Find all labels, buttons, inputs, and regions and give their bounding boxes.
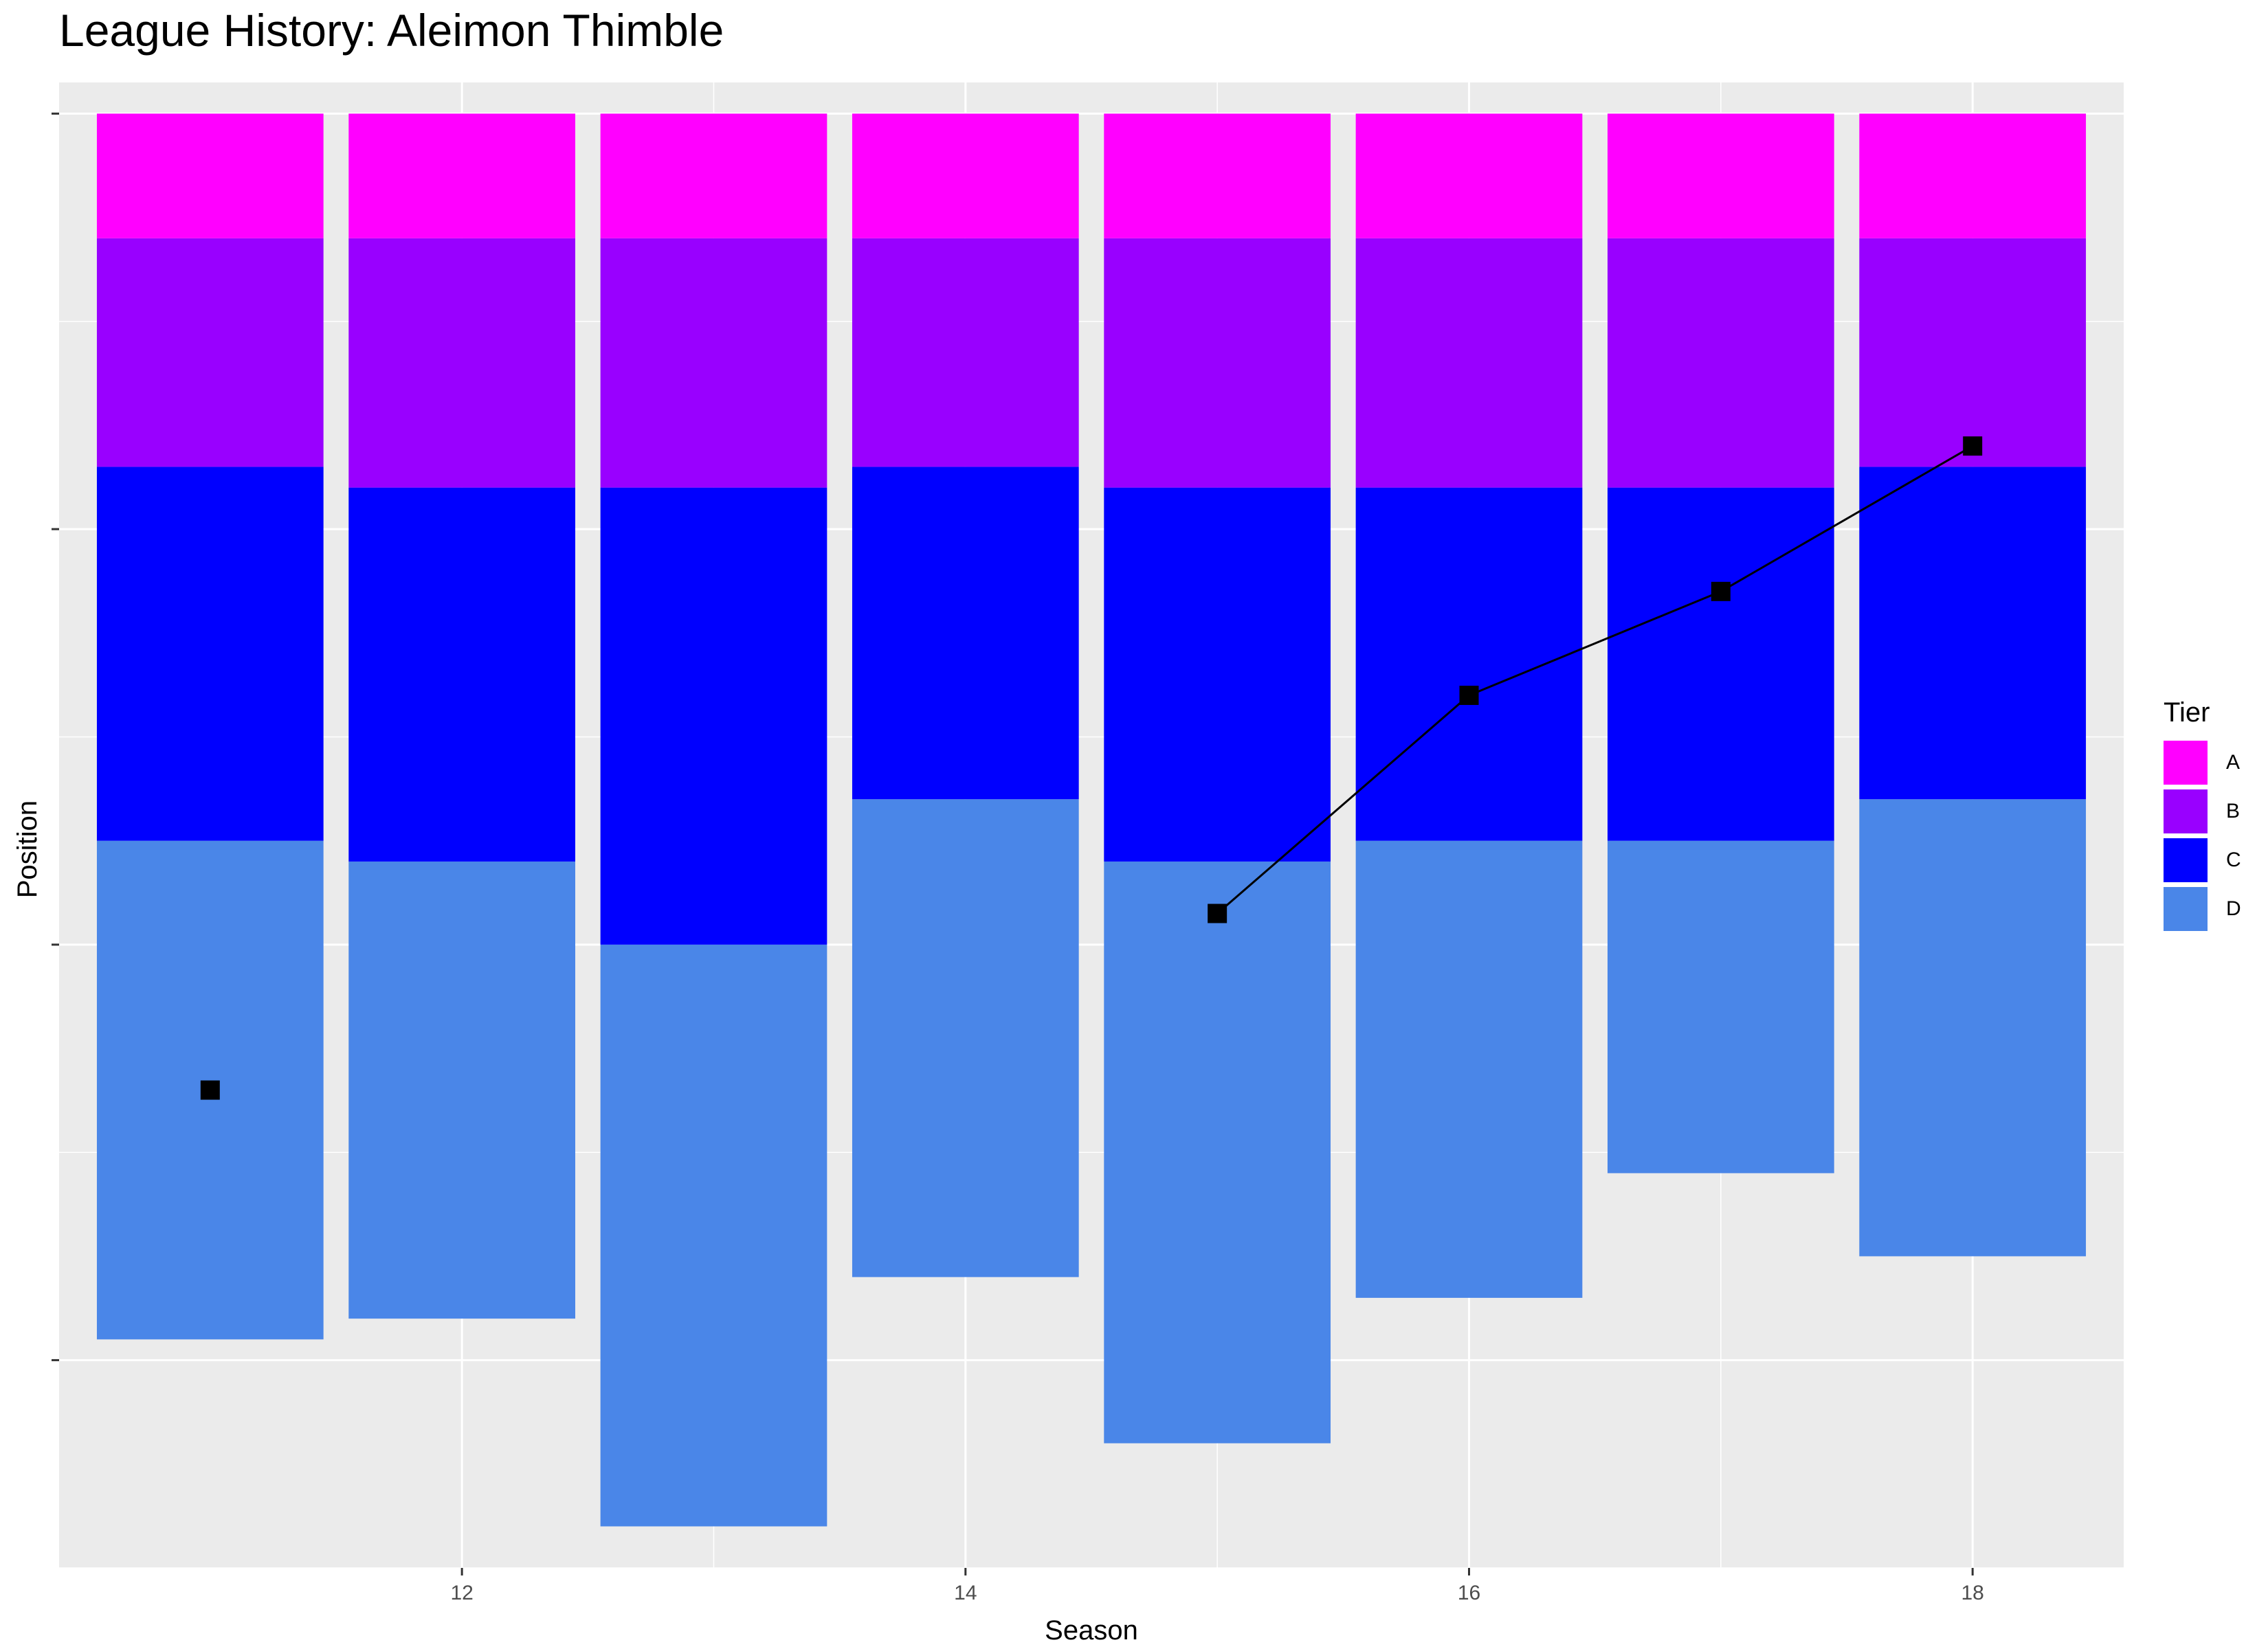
bar-14-tier-c: [852, 467, 1079, 800]
bar-16-tier-b: [1355, 238, 1583, 488]
x-tick-label: 14: [954, 1582, 977, 1604]
bar-15-tier-a: [1104, 113, 1331, 238]
axis-ticks: 12 14 16 18: [52, 112, 1984, 1604]
bar-18-tier-d: [1859, 799, 2087, 1257]
bar-11-tier-a: [96, 113, 324, 238]
line-segment-16-17: [1468, 590, 1722, 697]
bar-17-tier-b: [1608, 238, 1834, 488]
bar-14-tier-a: [852, 113, 1079, 238]
legend-key-c: [2164, 838, 2208, 882]
bar-15-tier-c: [1104, 487, 1331, 862]
legend-label-c: C: [2226, 848, 2241, 871]
legend-label-d: D: [2226, 897, 2241, 920]
legend-item-d: D: [2164, 884, 2241, 933]
x-tick-label: 18: [1961, 1582, 1984, 1604]
bar-11-tier-b: [96, 238, 324, 467]
point-season-18: [1963, 436, 1983, 456]
bar-14-tier-d: [852, 799, 1079, 1277]
legend-label-a: A: [2226, 750, 2241, 774]
legend-item-c: C: [2164, 835, 2241, 884]
bar-13-tier-c: [600, 487, 827, 945]
legend-label-b: B: [2226, 799, 2241, 822]
position-points: [200, 436, 1983, 1100]
legend-title: Tier: [2164, 697, 2210, 728]
bar-18-tier-c: [1859, 467, 2087, 800]
tier-bars: [96, 113, 2087, 1527]
x-axis-title: Season: [1045, 1615, 1138, 1646]
point-season-17: [1711, 581, 1731, 601]
bar-11-tier-c: [96, 467, 324, 841]
bar-12-tier-a: [348, 113, 575, 238]
x-tick-label: 12: [450, 1582, 473, 1604]
x-tick-label: 16: [1458, 1582, 1480, 1604]
legend-item-b: B: [2164, 787, 2241, 835]
legend-item-a: A: [2164, 738, 2241, 787]
bar-12-tier-c: [348, 487, 575, 862]
legend-key-a: [2164, 740, 2208, 785]
bar-16-tier-c: [1355, 487, 1583, 841]
legend-key-b: [2164, 789, 2208, 833]
bar-15-tier-d: [1104, 861, 1331, 1444]
point-season-11: [200, 1080, 220, 1100]
legend: Tier A B C D: [2164, 697, 2241, 933]
bar-14-tier-b: [852, 238, 1079, 467]
bar-13-tier-a: [600, 113, 827, 238]
position-line: [1216, 445, 1973, 915]
line-segment-17-18: [1720, 445, 1973, 593]
chart-title: League History: Aleimon Thimble: [59, 5, 724, 56]
bar-12-tier-d: [348, 861, 575, 1319]
bar-13-tier-b: [600, 238, 827, 488]
bar-16-tier-a: [1355, 113, 1583, 238]
point-season-15: [1208, 904, 1227, 923]
line-segment-15-16: [1216, 694, 1470, 915]
bar-17-tier-d: [1608, 840, 1834, 1174]
point-season-16: [1459, 686, 1479, 706]
bar-18-tier-a: [1859, 113, 2087, 238]
bar-13-tier-d: [600, 944, 827, 1527]
y-axis-title: Position: [12, 800, 43, 898]
legend-key-d: [2164, 886, 2208, 931]
bar-17-tier-a: [1608, 113, 1834, 238]
bar-18-tier-b: [1859, 238, 2087, 467]
bar-15-tier-b: [1104, 238, 1331, 488]
bar-16-tier-d: [1355, 840, 1583, 1298]
bar-12-tier-b: [348, 238, 575, 488]
bar-17-tier-c: [1608, 487, 1834, 841]
